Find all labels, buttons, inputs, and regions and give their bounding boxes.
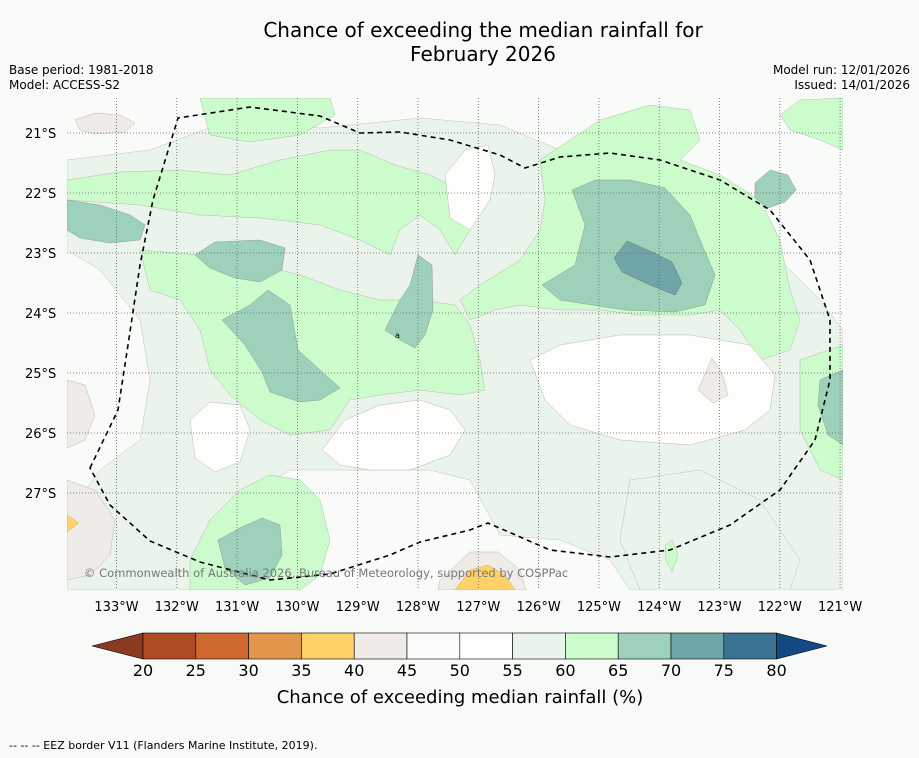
colorbar-segment — [670, 632, 725, 660]
lon-labels: 133°W 132°W 131°W 130°W 129°W 128°W 127°… — [94, 600, 862, 615]
colorbar-segment — [512, 632, 566, 660]
colorbar-segment — [91, 632, 144, 660]
zone-65-70-patch-r — [817, 369, 843, 446]
copyright-text: © Commonwealth of Australia 2026, Bureau… — [84, 566, 568, 580]
colorbar-tick-label: 70 — [661, 661, 681, 680]
zone-65-70-patch-c — [384, 254, 434, 349]
colorbar-segment — [301, 632, 355, 660]
lat-label: 21°S — [25, 127, 56, 142]
lon-label: 126°W — [517, 600, 561, 615]
small-label-a: a — [395, 331, 400, 340]
zone-45-50-top-left — [74, 112, 136, 135]
footnote-eez: -- -- -- EEZ border V11 (Flanders Marine… — [9, 739, 318, 752]
lon-label: 128°W — [396, 600, 440, 615]
colorbar-tick-label: 80 — [766, 661, 786, 680]
zone-65-70-patch-b — [221, 289, 341, 403]
lat-label: 24°S — [25, 307, 56, 322]
colorbar-segment — [723, 632, 777, 660]
lon-label: 133°W — [94, 600, 138, 615]
issued-date: Issued: 14/01/2026 — [794, 78, 910, 92]
colorbar-segment — [565, 632, 619, 660]
colorbar-ticks: 20 25 30 35 40 45 50 55 60 65 70 75 80 — [133, 661, 787, 680]
lon-label: 123°W — [697, 600, 741, 615]
meta-right: Model run: 12/01/2026 Issued: 14/01/2026 — [773, 63, 910, 93]
lon-label: 127°W — [456, 600, 500, 615]
zone-60-65-small — [664, 539, 679, 573]
zone-70-75 — [613, 240, 683, 296]
zone-65-70-left — [67, 199, 146, 244]
colorbar-segment — [459, 632, 513, 660]
map-title: Chance of exceeding the median rainfall … — [0, 18, 919, 66]
title-line-1: Chance of exceeding the median rainfall … — [263, 18, 703, 42]
colorbar-tick-label: 25 — [186, 661, 206, 680]
lon-label: 131°W — [215, 600, 259, 615]
colorbar-segment — [353, 632, 408, 660]
colorbar-tick-label: 20 — [133, 661, 153, 680]
zone-45-50-bottom-left — [67, 479, 116, 581]
colorbar-segment — [195, 632, 249, 660]
zone-45-50-left — [67, 379, 96, 449]
colorbar-segment — [248, 632, 302, 660]
zone-65-70-patch-bl — [217, 517, 283, 586]
zone-55-60-lower-right — [619, 469, 801, 590]
colorbar-segment — [142, 632, 197, 660]
zone-60-65-top-right — [779, 98, 843, 151]
grid-lines — [67, 98, 843, 590]
lat-label: 22°S — [25, 187, 56, 202]
lat-label: 25°S — [25, 367, 56, 382]
lat-label: 23°S — [25, 247, 56, 262]
title-line-2: February 2026 — [410, 42, 556, 66]
colorbar-tick-label: 35 — [291, 661, 311, 680]
lat-labels: 21°S 22°S 23°S 24°S 25°S 26°S 27°S — [25, 127, 56, 502]
colorbar — [91, 632, 828, 660]
zone-50-55-top — [444, 144, 496, 231]
colorbar-tick-label: 75 — [714, 661, 734, 680]
zone-60-65-top — [199, 98, 336, 143]
zone-35-40-left — [67, 514, 80, 533]
lon-label: 132°W — [155, 600, 199, 615]
colorbar-tick-label: 30 — [238, 661, 258, 680]
colorbar-tick-label: 60 — [555, 661, 575, 680]
zone-50-55-left — [189, 401, 251, 473]
colorbar-tick-label: 65 — [608, 661, 628, 680]
zone-60-65-center — [139, 249, 486, 436]
lat-label: 26°S — [25, 427, 56, 442]
model-run: Model run: 12/01/2026 — [772, 63, 910, 77]
zone-45-50-right — [697, 357, 729, 404]
eez-border — [89, 106, 831, 581]
colorbar-label: Chance of exceeding median rainfall (%) — [277, 687, 644, 708]
lat-label: 27°S — [25, 487, 56, 502]
lon-label: 129°W — [336, 600, 380, 615]
colorbar-tick-label: 50 — [450, 661, 470, 680]
zone-65-70-patch-a — [194, 239, 286, 283]
model-name: Model: ACCESS-S2 — [9, 78, 121, 92]
lon-label: 121°W — [818, 600, 862, 615]
colorbar-segment — [406, 632, 461, 660]
colorbar-segment — [776, 632, 828, 660]
base-period: Base period: 1981-2018 — [9, 63, 154, 77]
colorbar-tick-label: 55 — [502, 661, 522, 680]
lon-label: 122°W — [758, 600, 802, 615]
rainfall-map: a © Commonwealth of Australia 2026, Bure… — [67, 98, 843, 590]
zone-35-40-bottom — [454, 564, 516, 590]
meta-left: Base period: 1981-2018 Model: ACCESS-S2 — [9, 63, 154, 93]
colorbar-segment — [617, 632, 672, 660]
lon-label: 125°W — [577, 600, 621, 615]
colorbar-tick-label: 40 — [344, 661, 364, 680]
colorbar-tick-label: 45 — [397, 661, 417, 680]
zone-65-70-patch-tr — [754, 169, 797, 209]
lon-label: 130°W — [275, 600, 319, 615]
lon-label: 124°W — [637, 600, 681, 615]
